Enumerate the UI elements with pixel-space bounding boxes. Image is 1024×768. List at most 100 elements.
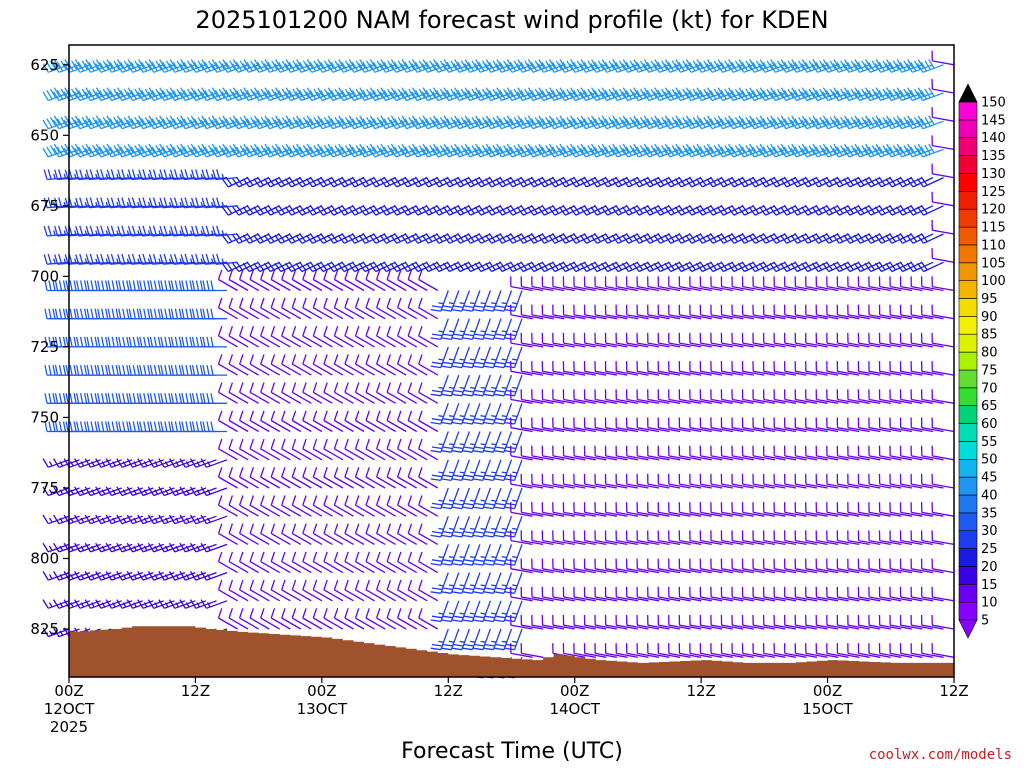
wind-barb: [773, 558, 797, 574]
wind-barb: [126, 59, 154, 73]
wind-barb: [442, 87, 470, 102]
wind-barb: [253, 115, 280, 130]
wind-barb: [451, 487, 471, 510]
wind-barb: [558, 87, 586, 102]
wind-barb: [895, 143, 923, 158]
wind-barb: [333, 495, 354, 517]
wind-barb: [531, 530, 554, 546]
wind-barb: [853, 115, 881, 130]
wind-barb: [63, 59, 91, 73]
colorbar-label: 20: [981, 560, 998, 575]
wind-barb: [710, 276, 733, 292]
wind-barb: [731, 276, 754, 292]
wind-barb: [510, 558, 533, 574]
colorbar-swatch: [958, 101, 978, 121]
wind-barb: [281, 579, 302, 602]
wind-barb: [699, 614, 723, 630]
wind-barb: [527, 87, 554, 102]
wind-barb: [531, 417, 554, 433]
wind-barb: [864, 87, 892, 102]
wind-barb: [333, 467, 354, 489]
wind-barb: [826, 332, 849, 348]
wind-barb: [636, 558, 660, 574]
x-tick-label: 00Z: [813, 682, 842, 700]
wind-barb: [874, 261, 902, 273]
wind-barb: [200, 59, 228, 73]
wind-barb: [632, 261, 660, 273]
wind-barb: [594, 332, 618, 348]
wind-barb: [653, 87, 681, 102]
wind-barb: [189, 143, 217, 158]
colorbar-label: 90: [981, 310, 998, 325]
wind-barb: [590, 261, 618, 273]
wind-barb: [323, 410, 344, 433]
wind-barb: [758, 143, 786, 158]
wind-barb: [874, 233, 902, 244]
wind-barb: [878, 502, 902, 517]
wind-barb: [857, 361, 881, 376]
wind-barb: [270, 410, 291, 433]
wind-barb: [302, 269, 323, 292]
wind-barb: [720, 304, 744, 320]
wind-barb: [238, 382, 259, 404]
wind-barb: [689, 586, 712, 602]
wind-barb: [411, 87, 439, 102]
wind-barb: [147, 115, 175, 130]
wind-barb: [741, 276, 765, 292]
wind-barb: [657, 558, 681, 574]
wind-barb: [221, 204, 249, 216]
wind-barb: [326, 261, 354, 273]
wind-barb: [920, 304, 944, 320]
wind-barb: [773, 530, 797, 546]
wind-barb: [337, 143, 365, 158]
wind-barb: [699, 361, 723, 376]
wind-barb: [270, 467, 291, 489]
wind-barb: [685, 233, 712, 244]
wind-barb: [126, 143, 154, 158]
wind-barb: [783, 586, 807, 602]
wind-barb: [737, 87, 765, 102]
wind-barb: [386, 579, 407, 602]
wind-barb: [906, 115, 934, 130]
wind-barb: [710, 361, 733, 376]
wind-barb: [74, 59, 101, 73]
wind-barb: [516, 204, 544, 216]
wind-barb: [495, 261, 523, 273]
wind-barb: [189, 115, 217, 130]
wind-barb: [706, 233, 734, 244]
wind-barb: [710, 417, 733, 433]
wind-barb: [868, 614, 891, 630]
wind-barb: [727, 204, 755, 216]
wind-barb: [520, 473, 544, 489]
wind-barb: [189, 571, 217, 581]
wind-barb: [552, 614, 575, 630]
wind-barb: [780, 261, 807, 273]
wind-barb: [232, 204, 259, 216]
wind-barb: [731, 502, 754, 517]
wind-barb: [594, 276, 618, 292]
wind-barb: [344, 410, 365, 433]
wind-barb: [621, 233, 649, 244]
wind-barb: [396, 495, 418, 517]
wind-barb: [811, 115, 839, 130]
wind-barb: [95, 87, 122, 102]
wind-barb: [453, 143, 481, 158]
wind-barb: [569, 115, 597, 130]
wind-barb: [396, 608, 418, 630]
wind-barb: [369, 176, 396, 188]
wind-barb: [432, 261, 460, 273]
wind-barb: [541, 276, 565, 292]
wind-barb: [138, 169, 164, 181]
wind-barb: [780, 233, 807, 244]
wind-barb: [752, 389, 776, 404]
wind-barb: [579, 143, 607, 158]
wind-barb: [699, 304, 723, 320]
wind-barb: [878, 304, 902, 320]
wind-barb: [864, 59, 892, 73]
wind-barb: [783, 445, 807, 461]
wind-barb: [483, 431, 502, 453]
wind-barb: [432, 176, 460, 188]
wind-barb: [678, 389, 702, 404]
wind-barb: [379, 233, 407, 244]
wind-barb: [811, 59, 839, 73]
